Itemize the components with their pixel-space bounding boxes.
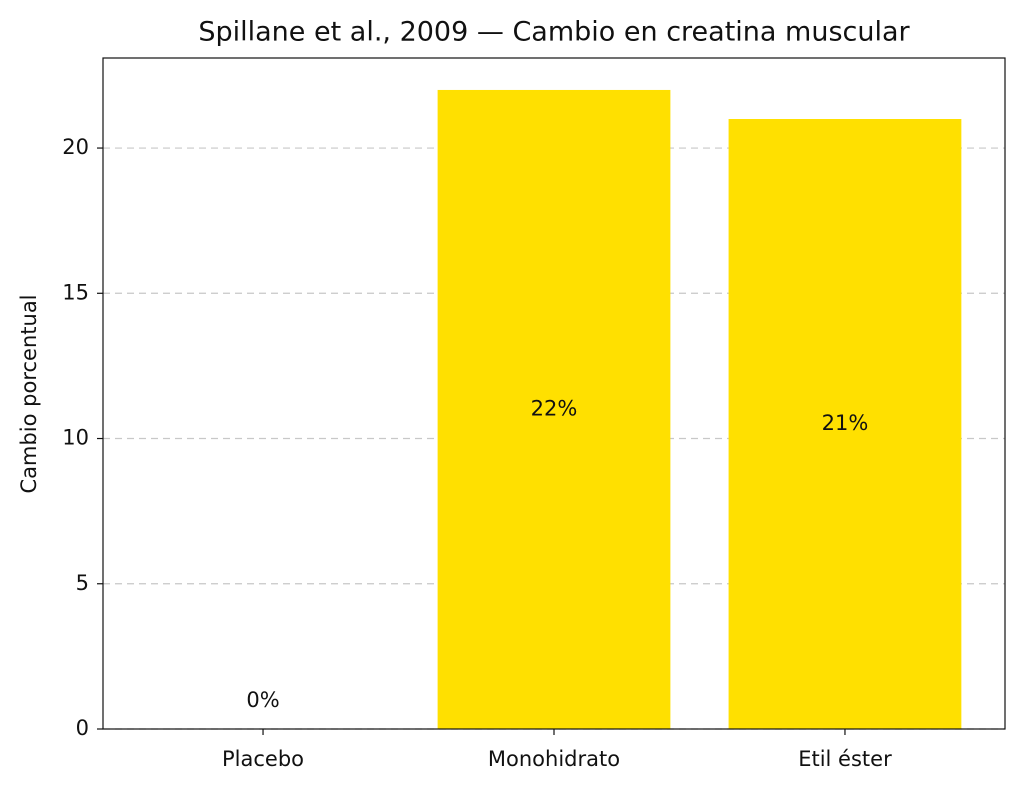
y-tick-label: 5 xyxy=(76,571,89,595)
bar xyxy=(728,119,962,729)
plot-frame xyxy=(102,57,1006,730)
bar xyxy=(437,89,671,729)
y-tick-label: 10 xyxy=(62,426,89,450)
y-tick-label: 20 xyxy=(62,135,89,159)
y-axis-label: Cambio porcentual xyxy=(17,294,41,493)
x-tick-label: Monohidrato xyxy=(488,747,620,771)
value-label: 22% xyxy=(531,396,578,420)
y-tick-label: 15 xyxy=(62,280,89,304)
chart-title: Spillane et al., 2009 — Cambio en creati… xyxy=(198,17,910,48)
y-tick-label: 0 xyxy=(76,716,89,740)
value-label: 0% xyxy=(246,688,279,712)
x-tick-label: Placebo xyxy=(222,747,304,771)
value-label: 21% xyxy=(822,411,869,435)
x-tick-label: Etil éster xyxy=(798,747,892,771)
